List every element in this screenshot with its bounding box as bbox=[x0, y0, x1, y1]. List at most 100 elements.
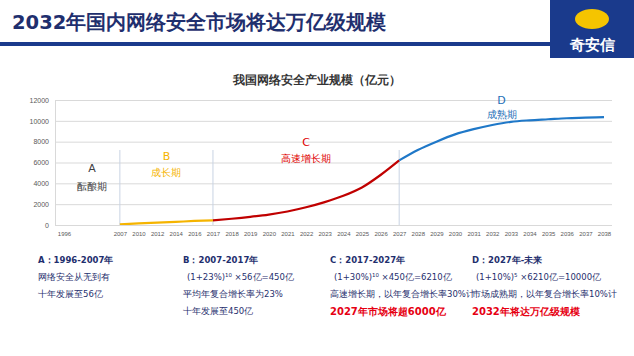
x-tick-label: 2021 bbox=[281, 231, 295, 237]
x-tick-label: 2028 bbox=[412, 231, 426, 237]
note-line: (1+30%)¹⁰ ×450亿=6210亿 bbox=[334, 272, 452, 282]
x-tick: 2028 bbox=[412, 225, 426, 237]
x-tick: 2038 bbox=[598, 225, 612, 237]
note-line: 网络安全从无到有 bbox=[38, 272, 110, 282]
x-tick: 2029 bbox=[430, 225, 444, 237]
grid-line bbox=[55, 142, 612, 143]
grid-line bbox=[55, 183, 612, 184]
x-tick: 2021 bbox=[281, 225, 295, 237]
note-heading: D：2027年-未来 bbox=[472, 255, 542, 265]
phase-divider bbox=[119, 150, 120, 225]
note: C：2017-2027年 (1+30%)¹⁰ ×450亿=6210亿高速增长期，以… bbox=[330, 255, 475, 317]
x-tick: 2022 bbox=[300, 225, 314, 237]
phase-letter: B bbox=[163, 150, 171, 163]
series-line bbox=[399, 117, 604, 160]
note-heading: C：2017-2027年 bbox=[330, 255, 405, 265]
x-tick: 2032 bbox=[486, 225, 500, 237]
x-tick-label: 2031 bbox=[467, 231, 481, 237]
x-tick: 2014 bbox=[170, 225, 184, 237]
x-tick: 2034 bbox=[523, 225, 537, 237]
y-tick: 12000 bbox=[30, 97, 612, 104]
grid-line bbox=[55, 163, 612, 164]
y-tick-label: 2000 bbox=[33, 201, 49, 208]
slide-title: 2032年国内网络安全市场将达万亿级规模 bbox=[12, 11, 386, 34]
note-highlight: 2027年市场将超6000亿 bbox=[330, 306, 447, 317]
x-tick-label: 2027 bbox=[393, 231, 407, 237]
note-line: 平均年复合增长率为23% bbox=[183, 289, 283, 299]
logo-text: 奇安信 bbox=[569, 36, 615, 54]
logo-icon bbox=[575, 9, 609, 29]
note-line: 市场成熟期，以年复合增长率10%计 bbox=[472, 289, 617, 299]
chart-title: 我国网络安全产业规模（亿元） bbox=[232, 73, 401, 87]
background bbox=[0, 0, 634, 356]
x-tick-label: 2007 bbox=[114, 231, 128, 237]
note-heading: B：2007-2017年 bbox=[183, 255, 258, 265]
x-tick-label: 2023 bbox=[319, 231, 333, 237]
x-tick-label: 2020 bbox=[263, 231, 277, 237]
x-tick-label: 2032 bbox=[486, 231, 500, 237]
note: A：1996-2007年网络安全从无到有十年发展至56亿 bbox=[38, 255, 113, 299]
x-tick: 2025 bbox=[356, 225, 370, 237]
x-tick: 2030 bbox=[449, 225, 463, 237]
note-line: 高速增长期，以年复合增长率30%计 bbox=[330, 289, 475, 299]
y-tick-label: 6000 bbox=[33, 159, 49, 166]
x-tick-label: 2035 bbox=[542, 231, 556, 237]
x-tick-label: 2017 bbox=[207, 231, 221, 237]
y-tick-label: 8000 bbox=[33, 138, 49, 145]
y-tick-label: 10000 bbox=[30, 118, 50, 125]
phase-name: 高速增长期 bbox=[281, 153, 331, 164]
x-tick: 2031 bbox=[467, 225, 481, 237]
plot-area bbox=[120, 117, 604, 224]
y-tick-label: 0 bbox=[45, 222, 49, 229]
note-line: (1+10%)⁵ ×6210亿=10000亿 bbox=[476, 272, 601, 282]
x-tick: 2018 bbox=[225, 225, 239, 237]
phase-name: 酝酿期 bbox=[77, 181, 107, 192]
x-tick: 2036 bbox=[561, 225, 575, 237]
grid-line bbox=[55, 204, 612, 205]
y-tick: 8000 bbox=[33, 138, 612, 145]
x-tick-label: 2036 bbox=[561, 231, 575, 237]
note-highlight: 2032年将达万亿级规模 bbox=[472, 306, 581, 317]
logo-box bbox=[550, 0, 634, 58]
x-tick: 2017 bbox=[207, 225, 221, 237]
x-tick: 2033 bbox=[505, 225, 519, 237]
header-bar bbox=[0, 42, 634, 46]
x-tick: 2023 bbox=[319, 225, 333, 237]
series-line bbox=[120, 220, 213, 224]
x-tick-label: 2024 bbox=[337, 231, 351, 237]
x-tick-label: 2030 bbox=[449, 231, 463, 237]
phase-letter: A bbox=[88, 162, 96, 175]
x-tick-label: 2029 bbox=[430, 231, 444, 237]
x-tick: 2010 bbox=[132, 225, 146, 237]
y-tick-label: 4000 bbox=[33, 180, 49, 187]
x-tick-label: 2016 bbox=[188, 231, 202, 237]
x-tick-label: 2010 bbox=[132, 231, 146, 237]
x-tick-label: 2025 bbox=[356, 231, 370, 237]
note-line: 十年发展至450亿 bbox=[183, 306, 253, 316]
y-tick-label: 12000 bbox=[30, 97, 50, 104]
note: B：2007-2017年 (1+23%)¹⁰ ×56亿=450亿平均年复合增长率为… bbox=[183, 255, 294, 316]
x-tick-label: 2019 bbox=[244, 231, 258, 237]
x-tick-label: 2037 bbox=[579, 231, 593, 237]
x-tick: 2037 bbox=[579, 225, 593, 237]
x-tick-label: 1996 bbox=[58, 231, 72, 237]
note: D：2027年-未来 (1+10%)⁵ ×6210亿=10000亿市场成熟期，以年… bbox=[472, 255, 617, 317]
note-heading: A：1996-2007年 bbox=[38, 255, 113, 265]
x-axis-line bbox=[65, 225, 605, 226]
grid-line bbox=[55, 225, 612, 226]
x-tick-label: 2026 bbox=[374, 231, 388, 237]
note-line: (1+23%)¹⁰ ×56亿=450亿 bbox=[187, 272, 294, 282]
x-tick: 2035 bbox=[542, 225, 556, 237]
x-tick-label: 2018 bbox=[225, 231, 239, 237]
x-tick: 2027 bbox=[393, 225, 407, 237]
x-tick: 1996 bbox=[58, 225, 72, 237]
grid-line bbox=[55, 100, 612, 101]
x-tick: 2016 bbox=[188, 225, 202, 237]
phase-name: 成长期 bbox=[151, 167, 181, 178]
x-tick: 2019 bbox=[244, 225, 258, 237]
y-axis: 0 2000 4000 6000 8000 10000 12000 bbox=[30, 97, 612, 229]
x-tick-label: 2014 bbox=[170, 231, 184, 237]
x-tick: 2026 bbox=[374, 225, 388, 237]
note-line: 十年发展至56亿 bbox=[38, 289, 103, 299]
series-line bbox=[213, 160, 399, 220]
